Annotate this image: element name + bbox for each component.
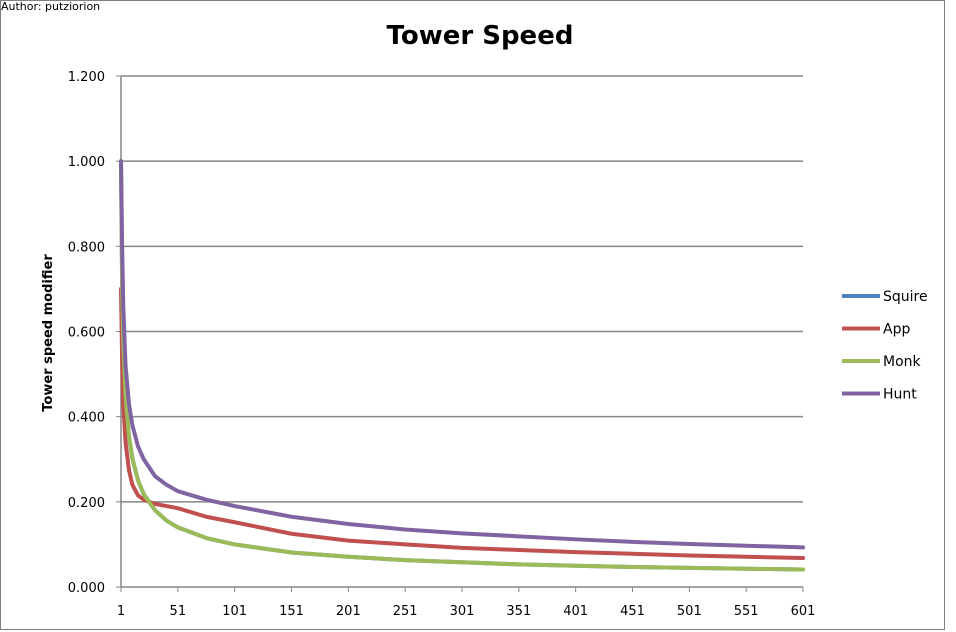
x-tick-label: 1 — [117, 604, 125, 619]
legend-label-app: App — [883, 322, 910, 338]
series-line-monk — [119, 159, 805, 572]
x-tick-label: 551 — [734, 604, 759, 619]
x-tick-label: 501 — [677, 604, 702, 619]
y-tick-label: 0.400 — [68, 411, 105, 426]
x-tick-label: 601 — [791, 604, 816, 619]
series-line-squire — [119, 159, 805, 572]
author-label: Author: putziorion — [1, 0, 101, 13]
y-tick-label: 1.200 — [68, 70, 105, 85]
x-tick-label: 301 — [450, 604, 475, 619]
y-tick-label: 1.000 — [68, 155, 105, 170]
x-tick-label: 401 — [563, 604, 588, 619]
y-axis-label: Tower speed modifier — [41, 254, 56, 412]
x-tick-label: 101 — [222, 604, 247, 619]
x-tick-label: 251 — [393, 604, 418, 619]
x-tick-label: 51 — [170, 604, 187, 619]
y-tick-label: 0.800 — [68, 240, 105, 255]
legend-label-monk: Monk — [883, 354, 922, 370]
y-tick-label: 0.600 — [68, 326, 105, 341]
series-line-hunt — [119, 159, 805, 550]
y-tick-label: 0.000 — [68, 581, 105, 596]
x-tick-label: 151 — [279, 604, 304, 619]
legend-label-squire: Squire — [883, 289, 928, 305]
legend-label-hunt: Hunt — [883, 387, 917, 403]
x-tick-label: 351 — [506, 604, 531, 619]
chart-title: Tower Speed — [387, 21, 574, 51]
x-tick-label: 451 — [620, 604, 645, 619]
y-tick-label: 0.200 — [68, 496, 105, 511]
series-line-app — [119, 286, 805, 561]
x-tick-label: 201 — [336, 604, 361, 619]
